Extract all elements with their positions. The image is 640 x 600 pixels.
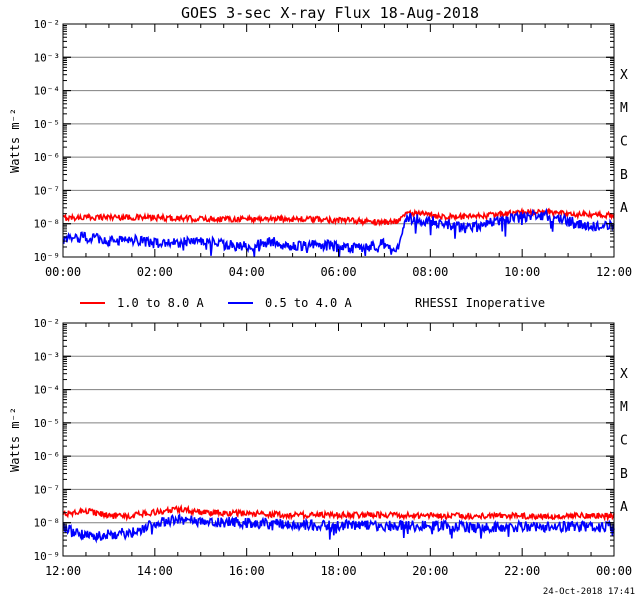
y-tick-label: 10⁻⁵ xyxy=(34,118,61,131)
flare-class-label: C xyxy=(620,434,628,449)
flare-class-label: A xyxy=(620,500,628,515)
x-tick-label: 18:00 xyxy=(320,564,356,578)
footer-timestamp: 24-Oct-2018 17:41 xyxy=(543,587,635,597)
x-tick-label: 12:00 xyxy=(596,265,632,279)
x-tick-label: 06:00 xyxy=(320,265,356,279)
chart-panel-2: 10⁻⁹ 10⁻⁸ 10⁻⁷ 10⁻⁶ 10⁻⁵ 10⁻⁴ 10⁻³ 10⁻² Watts m⁻… xyxy=(8,317,632,578)
y-tick-label: 10⁻⁹ xyxy=(34,550,61,563)
y-tick-label: 10⁻⁹ xyxy=(34,251,61,264)
y-tick-label: 10⁻⁴ xyxy=(34,85,61,98)
legend-label-series2: 0.5 to 4.0 A xyxy=(265,296,352,310)
y-tick-label: 10⁻⁴ xyxy=(34,384,61,397)
x-tick-label: 08:00 xyxy=(412,265,448,279)
flare-class-label: A xyxy=(620,201,628,216)
x-tick-label: 20:00 xyxy=(412,564,448,578)
x-tick-label: 22:00 xyxy=(504,564,540,578)
y-tick-label: 10⁻⁶ xyxy=(34,151,61,164)
x-tick-label: 02:00 xyxy=(137,265,173,279)
legend-label-series1: 1.0 to 8.0 A xyxy=(117,296,204,310)
flare-class-label: C xyxy=(620,135,628,150)
y-tick-label: 10⁻⁸ xyxy=(34,218,61,231)
x-tick-label: 04:00 xyxy=(229,265,265,279)
flare-class-label: M xyxy=(620,101,628,116)
flare-class-label: X xyxy=(620,68,628,83)
flare-class-label: X xyxy=(620,367,628,382)
y-axis-label: Watts m⁻² xyxy=(8,108,22,173)
series-line-long xyxy=(62,207,615,227)
series-line-long xyxy=(62,503,615,522)
plot-frame xyxy=(62,322,615,557)
x-tick-label: 16:00 xyxy=(229,564,265,578)
flare-class-label: M xyxy=(620,400,628,415)
y-tick-label: 10⁻⁸ xyxy=(34,517,61,530)
flare-class-label: B xyxy=(620,467,628,482)
x-tick-label: 10:00 xyxy=(504,265,540,279)
x-tick-label: 12:00 xyxy=(45,564,81,578)
series-line-short xyxy=(62,207,615,258)
y-tick-label: 10⁻³ xyxy=(34,350,61,363)
flare-class-label: B xyxy=(620,168,628,183)
y-tick-label: 10⁻⁵ xyxy=(34,417,61,430)
y-tick-label: 10⁻⁶ xyxy=(34,450,61,463)
y-tick-label: 10⁻⁷ xyxy=(34,184,61,197)
x-tick-label: 00:00 xyxy=(45,265,81,279)
y-tick-label: 10⁻⁷ xyxy=(34,483,61,496)
series-line-short xyxy=(62,513,615,544)
y-tick-label: 10⁻² xyxy=(34,317,61,330)
chart-title: GOES 3-sec X-ray Flux 18-Aug-2018 xyxy=(181,4,479,22)
x-tick-label: 00:00 xyxy=(596,564,632,578)
chart-panel-1: 10⁻⁹ 10⁻⁸ 10⁻⁷ 10⁻⁶ 10⁻⁵ 10⁻⁴ 10⁻³ 10⁻² Watts m⁻… xyxy=(8,18,632,279)
y-tick-label: 10⁻² xyxy=(34,18,61,31)
x-tick-label: 14:00 xyxy=(137,564,173,578)
legend-note: RHESSI Inoperative xyxy=(415,296,545,310)
y-tick-label: 10⁻³ xyxy=(34,51,61,64)
y-axis-label: Watts m⁻² xyxy=(8,407,22,472)
legend: 1.0 to 8.0 A 0.5 to 4.0 A RHESSI Inopera… xyxy=(80,296,545,310)
